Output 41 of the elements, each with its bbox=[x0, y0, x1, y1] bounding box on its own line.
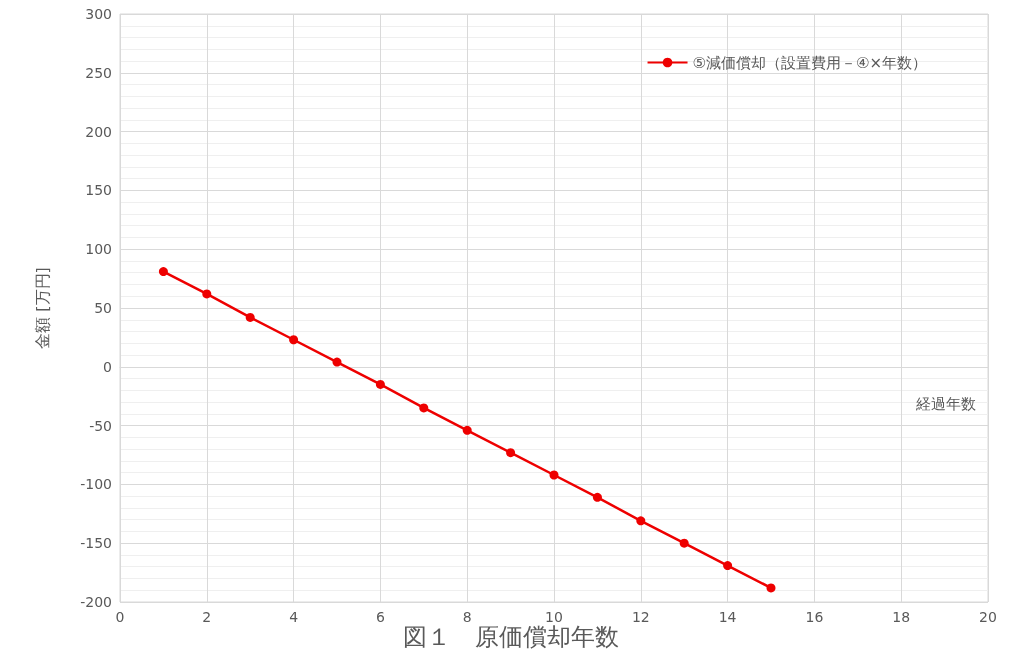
point bbox=[332, 357, 342, 367]
legend-label: ⑤減価償却（設置費用－④×年数） bbox=[692, 53, 928, 72]
y-tick-label: -50 bbox=[89, 417, 112, 434]
point bbox=[549, 470, 559, 480]
point bbox=[158, 267, 168, 277]
x-tick-label: 6 bbox=[375, 609, 385, 625]
y-tick-label: 50 bbox=[94, 300, 112, 316]
point bbox=[723, 561, 733, 571]
text: 図１ 原価償却年数 bbox=[403, 623, 619, 651]
x-tick-label: 0 bbox=[115, 609, 125, 625]
x-tick-label: 8 bbox=[462, 609, 472, 625]
point bbox=[289, 335, 299, 345]
point bbox=[636, 516, 646, 526]
x-tick-label: 18 bbox=[892, 609, 911, 625]
y-tick-label: 300 bbox=[85, 6, 112, 22]
x-tick-label: 2 bbox=[202, 609, 212, 625]
y-tick-label: 250 bbox=[85, 64, 112, 81]
x-tick-label: 20 bbox=[979, 609, 997, 625]
y-tick-label: 200 bbox=[85, 123, 112, 140]
y-tick-label: 150 bbox=[85, 182, 112, 199]
point bbox=[462, 425, 472, 435]
x-tick-label: 12 bbox=[631, 609, 650, 625]
point bbox=[375, 379, 385, 389]
y-tick-label: -200 bbox=[80, 594, 112, 610]
x-tick-label: 4 bbox=[289, 609, 299, 625]
y-axis-title: 金額 [万円] bbox=[32, 267, 52, 349]
point bbox=[592, 492, 602, 502]
point bbox=[419, 403, 429, 413]
point bbox=[245, 312, 255, 322]
point bbox=[506, 448, 516, 458]
x-axis-title: 経過年数 bbox=[915, 395, 976, 414]
x-tick-label: 14 bbox=[718, 609, 737, 625]
y-tick-label: 100 bbox=[85, 241, 112, 258]
y-tick-label: 0 bbox=[103, 358, 112, 375]
y-tick-label: -100 bbox=[80, 476, 112, 493]
x-tick-label: 16 bbox=[805, 609, 824, 625]
y-tick-label: -150 bbox=[80, 535, 112, 552]
x-tick-label: 10 bbox=[545, 609, 563, 625]
point bbox=[766, 583, 776, 593]
point bbox=[202, 289, 212, 299]
point bbox=[679, 538, 689, 548]
